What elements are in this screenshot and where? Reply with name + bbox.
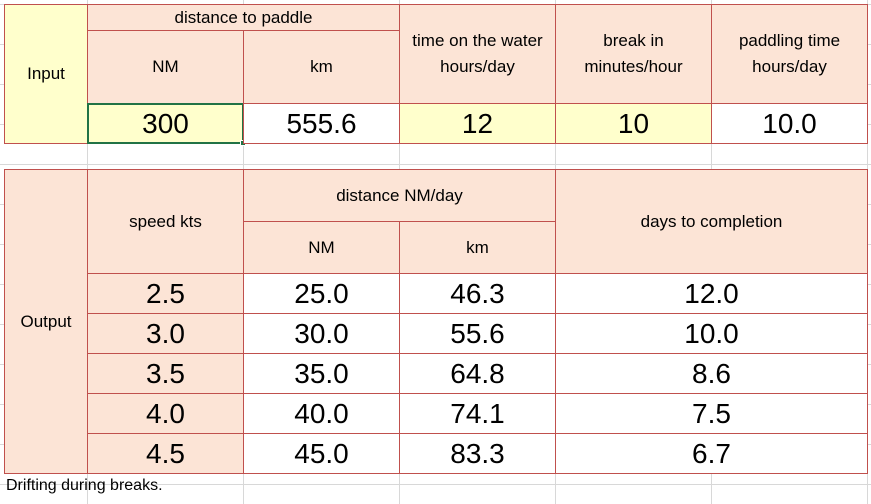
days-to-completion-header[interactable]: days to completion [555, 169, 868, 274]
km-per-day-cell[interactable]: 83.3 [399, 433, 556, 474]
output-row-label[interactable]: Output [4, 169, 88, 474]
time-on-water-input-cell[interactable]: 12 [399, 103, 556, 144]
days-cell[interactable]: 10.0 [555, 313, 868, 354]
break-input-cell[interactable]: 10 [555, 103, 712, 144]
break-header[interactable]: break in minutes/hour [555, 4, 712, 104]
nm-per-day-cell[interactable]: 40.0 [243, 393, 400, 434]
days-cell[interactable]: 7.5 [555, 393, 868, 434]
input-km-header[interactable]: km [243, 30, 400, 104]
drifting-note[interactable]: Drifting during breaks. [6, 477, 163, 494]
speed-cell[interactable]: 4.5 [87, 433, 244, 474]
time-header-line2: hours/day [440, 57, 515, 76]
output-nm-header[interactable]: NM [243, 221, 400, 274]
km-per-day-cell[interactable]: 74.1 [399, 393, 556, 434]
break-header-line2: minutes/hour [584, 57, 683, 76]
speed-cell[interactable]: 4.0 [87, 393, 244, 434]
break-header-line1: break in [603, 31, 664, 50]
speed-cell[interactable]: 2.5 [87, 273, 244, 314]
time-header-line1: time on the water [412, 31, 543, 50]
distance-to-paddle-header[interactable]: distance to paddle [87, 4, 400, 31]
speed-header[interactable]: speed kts [87, 169, 244, 274]
km-per-day-cell[interactable]: 46.3 [399, 273, 556, 314]
nm-per-day-cell[interactable]: 45.0 [243, 433, 400, 474]
distance-nm-day-header[interactable]: distance NM/day [243, 169, 556, 222]
nm-per-day-cell[interactable]: 30.0 [243, 313, 400, 354]
nm-per-day-cell[interactable]: 25.0 [243, 273, 400, 314]
nm-per-day-cell[interactable]: 35.0 [243, 353, 400, 394]
paddling-header-line1: paddling time [738, 31, 841, 50]
paddling-time-header[interactable]: paddling time hours/day [711, 4, 868, 104]
distance-km-cell[interactable]: 555.6 [243, 103, 400, 144]
input-nm-header[interactable]: NM [87, 30, 244, 104]
distance-nm-input-cell[interactable]: 300 [87, 103, 244, 144]
input-row-label[interactable]: Input [4, 4, 88, 144]
days-cell[interactable]: 6.7 [555, 433, 868, 474]
output-km-header[interactable]: km [399, 221, 556, 274]
paddling-time-cell[interactable]: 10.0 [711, 103, 868, 144]
paddling-header-line2: hours/day [752, 57, 827, 76]
km-per-day-cell[interactable]: 55.6 [399, 313, 556, 354]
speed-cell[interactable]: 3.5 [87, 353, 244, 394]
km-per-day-cell[interactable]: 64.8 [399, 353, 556, 394]
time-on-water-header[interactable]: time on the water hours/day [399, 4, 556, 104]
days-cell[interactable]: 12.0 [555, 273, 868, 314]
speed-cell[interactable]: 3.0 [87, 313, 244, 354]
days-cell[interactable]: 8.6 [555, 353, 868, 394]
